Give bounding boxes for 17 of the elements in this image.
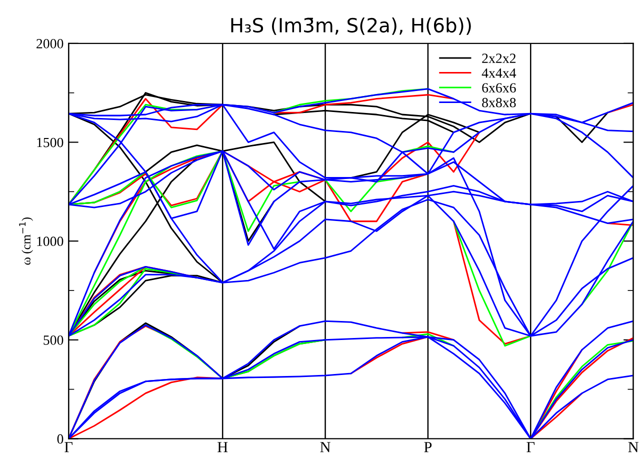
chart-title: H₃S (Im3̄m, S(2a), H(6b)) (231, 18, 471, 35)
y-tick-label: 1000 (37, 236, 64, 246)
legend-label: 2x2x2 (482, 54, 516, 63)
x-tick-label: P (424, 442, 432, 452)
x-tick-label: N (628, 442, 638, 452)
legend-label: 6x6x6 (482, 83, 516, 93)
legend-label: 8x8x8 (482, 98, 516, 108)
y-tick-label: 2000 (36, 39, 64, 48)
y-tick-label: 1500 (37, 138, 64, 148)
x-tick-label: N (320, 442, 330, 452)
x-tick-label: H (218, 442, 228, 452)
x-tick-label: Γ (526, 442, 535, 452)
y-tick-label: 0 (57, 434, 64, 444)
y-tick-label: 500 (44, 335, 64, 345)
y-axis-title: ω (cm$^{−1}$) (19, 217, 33, 265)
x-tick-label: Γ (64, 442, 73, 452)
legend-label: 4x4x4 (482, 68, 516, 78)
